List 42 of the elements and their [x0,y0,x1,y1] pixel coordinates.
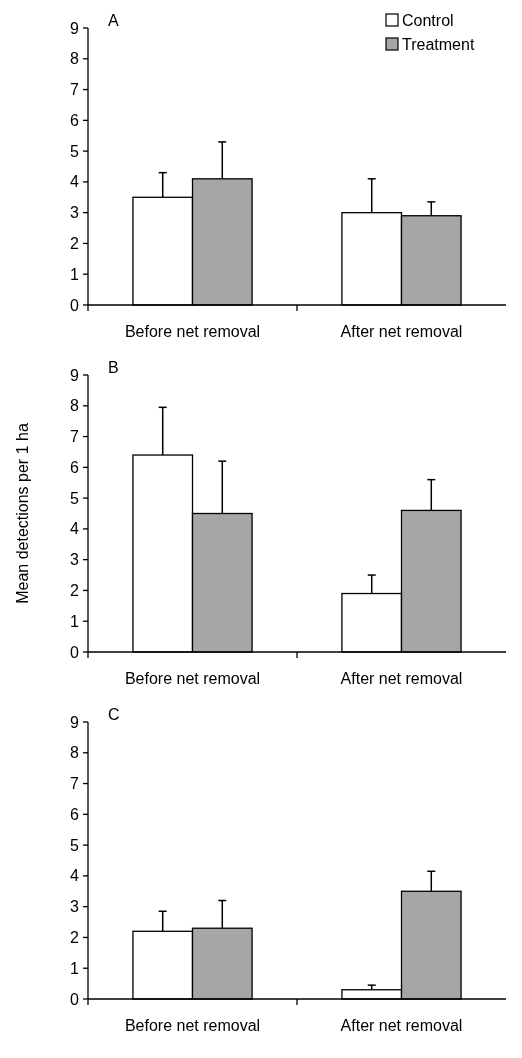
y-tick-label: 3 [70,204,80,222]
legend-label: Treatment [402,35,475,53]
y-tick-label: 6 [70,458,80,476]
y-tick-label: 0 [70,296,80,314]
y-tick-label: 7 [70,81,80,99]
y-tick-label: 7 [70,428,80,446]
chart-title: C [108,706,120,723]
y-tick-label: 4 [70,867,80,885]
y-tick-label: 4 [70,173,80,191]
y-tick-label: 5 [70,836,80,854]
y-tick-label: 5 [70,489,80,507]
y-tick-label: 8 [70,50,80,68]
y-tick-label: 4 [70,520,80,538]
y-tick-label: 6 [70,111,80,129]
y-tick-label: 7 [70,775,80,793]
y-tick-label: 6 [70,805,80,823]
x-tick-label: Before net removal [124,1017,261,1034]
x-tick-label: Before net removal [124,323,261,340]
y-tick-label: 5 [70,142,80,160]
y-tick-label: 2 [70,582,80,600]
y-tick-label: 9 [70,366,80,384]
y-tick-label: 9 [70,713,80,731]
y-axis-title: Mean detections per 1 ha [14,423,31,604]
y-tick-label: 2 [70,235,80,253]
y-tick-label: 9 [70,19,80,37]
y-tick-label: 3 [70,551,80,569]
y-tick-label: 3 [70,898,80,916]
x-tick-label: After net removal [340,1017,463,1034]
x-tick-label: After net removal [340,670,463,687]
x-tick-label: After net removal [340,323,463,340]
y-tick-label: 2 [70,929,80,947]
y-tick-label: 0 [70,643,80,661]
y-tick-label: 1 [70,612,80,630]
chart-title: A [108,12,119,29]
chart-title: B [108,359,119,376]
x-tick-label: Before net removal [124,670,261,687]
y-tick-label: 8 [70,744,80,762]
y-tick-label: 1 [70,265,80,283]
y-tick-label: 8 [70,397,80,415]
legend-label: Control [402,11,454,29]
y-tick-label: 1 [70,959,80,977]
y-tick-label: 0 [70,990,80,1008]
